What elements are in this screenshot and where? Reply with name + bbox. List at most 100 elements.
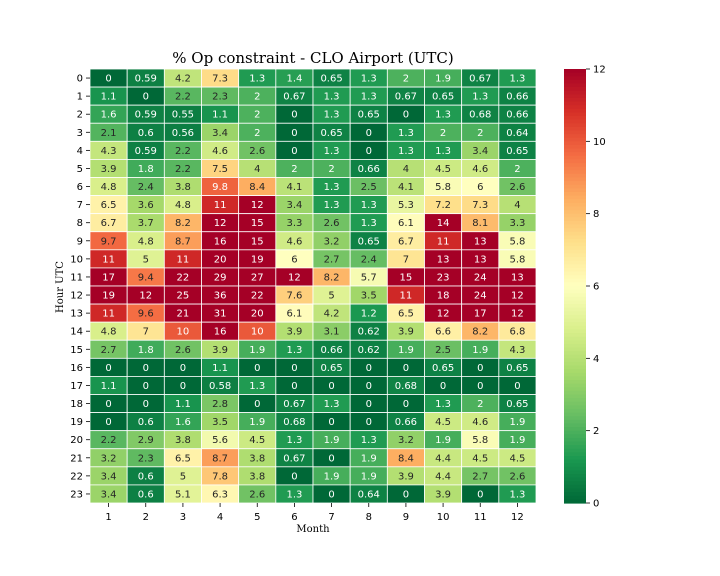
cell-value-label: 3.9: [101, 164, 117, 175]
cell-value-label: 2: [291, 164, 297, 175]
cell-value-label: 0.56: [172, 128, 194, 139]
cell-value-label: 2.6: [509, 471, 525, 482]
colorbar-segment: [564, 322, 586, 327]
cell-value-label: 2: [477, 399, 483, 410]
cell-value-label: 0: [291, 146, 297, 157]
colorbar-segment: [564, 181, 586, 186]
cell-value-label: 0.65: [432, 363, 454, 374]
cell-value-label: 27: [251, 272, 264, 283]
cell-value-label: 0: [291, 381, 297, 392]
cell-value-label: 4.5: [435, 417, 451, 428]
colorbar-segment: [564, 343, 586, 349]
cell-value-label: 3.8: [175, 435, 191, 446]
cell-value-label: 1.9: [361, 453, 377, 464]
cell-value-label: 1.3: [472, 92, 488, 103]
cell-value-label: 6.6: [435, 327, 451, 338]
colorbar-segment: [564, 394, 586, 399]
cell-value-label: 12: [511, 291, 524, 302]
cell-value-label: 2.6: [324, 218, 340, 229]
colorbar-segment: [564, 87, 586, 92]
cell-value-label: 0: [291, 110, 297, 121]
cell-value-label: 1.9: [435, 435, 451, 446]
cell-value-label: 6.5: [101, 200, 117, 211]
colorbar-tick-label: 10: [593, 137, 606, 148]
y-tick-label: 13: [70, 309, 83, 320]
cell-value-label: 3.9: [212, 345, 228, 356]
colorbar-segment: [564, 325, 586, 330]
heatmap-cells: 0 0.59 4.2 7.3 1.3 1.4 0.65 1.3 2 1.9 0.67 1.31.1 0 2…: [89, 68, 537, 504]
cell-value-label: 11: [102, 309, 115, 320]
cell-value-label: 0: [328, 417, 334, 428]
cell-value-label: 0: [366, 417, 372, 428]
cell-value-label: 15: [251, 236, 264, 247]
cell-value-label: 5.8: [435, 182, 451, 193]
cell-value-label: 0.65: [320, 74, 342, 85]
x-tick-label: 1: [105, 512, 111, 523]
cell-value-label: 4.6: [472, 164, 488, 175]
colorbar-segment: [564, 213, 586, 218]
cell-value-label: 3.5: [361, 291, 377, 302]
cell-value-label: 1.1: [212, 110, 228, 121]
colorbar-segment: [564, 488, 586, 493]
cell-value-label: 4.8: [138, 236, 154, 247]
colorbar-segment: [564, 354, 586, 359]
colorbar-segment: [564, 119, 586, 124]
cell-value-label: 0: [477, 489, 483, 500]
cell-value-label: 12: [288, 272, 301, 283]
cell-value-label: 8.7: [212, 453, 228, 464]
y-tick-label: 9: [77, 236, 83, 247]
cell-value-label: 0: [477, 363, 483, 374]
cell-value-label: 31: [214, 309, 227, 320]
cell-value-label: 2.7: [472, 471, 488, 482]
y-tick-label: 18: [70, 399, 83, 410]
cell-value-label: 3.4: [212, 128, 228, 139]
colorbar-segment: [564, 398, 586, 403]
cell-value-label: 12: [511, 309, 524, 320]
colorbar-segment: [564, 383, 586, 388]
y-tick-label: 1: [77, 92, 83, 103]
cell-value-label: 6.5: [175, 453, 191, 464]
cell-value-label: 3.9: [398, 327, 414, 338]
colorbar-segment: [564, 358, 586, 363]
cell-value-label: 7.3: [472, 200, 488, 211]
cell-value-label: 2.2: [175, 164, 191, 175]
cell-value-label: 1.6: [175, 417, 191, 428]
cell-value-label: 1.1: [212, 363, 228, 374]
colorbar-segment: [564, 408, 586, 414]
cell-value-label: 4.5: [472, 453, 488, 464]
cell-value-label: 25: [177, 291, 190, 302]
cell-value-label: 13: [474, 236, 487, 247]
cell-value-label: 24: [474, 272, 487, 283]
colorbar-segment: [564, 159, 586, 164]
y-tick-label: 19: [70, 417, 83, 428]
cell-value-label: 6.1: [286, 309, 302, 320]
colorbar-segment: [564, 260, 586, 265]
cell-value-label: 1.3: [324, 110, 340, 121]
colorbar-segment: [564, 387, 586, 392]
colorbar-segment: [564, 459, 586, 464]
cell-value-label: 9.6: [138, 309, 154, 320]
cell-value-label: 4.3: [101, 146, 117, 157]
cell-value-label: 1.3: [324, 399, 340, 410]
cell-value-label: 1.6: [101, 110, 117, 121]
cell-value-label: 0: [180, 381, 186, 392]
colorbar-segment: [564, 477, 586, 482]
y-tick-label: 15: [70, 345, 83, 356]
colorbar-segment: [564, 336, 586, 341]
colorbar-segment: [564, 499, 586, 504]
cell-value-label: 8.2: [324, 272, 340, 283]
colorbar-tick-label: 6: [593, 282, 599, 293]
colorbar-segment: [564, 390, 586, 396]
cell-value-label: 8.4: [398, 453, 414, 464]
colorbar-segment: [564, 108, 586, 113]
cell-value-label: 0: [477, 381, 483, 392]
cell-value-label: 6.5: [398, 309, 414, 320]
colorbar-segment: [564, 304, 586, 309]
colorbar-segment: [564, 206, 586, 211]
cell-value-label: 0.62: [358, 327, 380, 338]
colorbar-segment: [564, 163, 586, 168]
cell-value-label: 0: [254, 399, 260, 410]
x-tick-label: 3: [180, 512, 186, 523]
cell-value-label: 5: [328, 291, 334, 302]
cell-value-label: 1.1: [101, 381, 117, 392]
